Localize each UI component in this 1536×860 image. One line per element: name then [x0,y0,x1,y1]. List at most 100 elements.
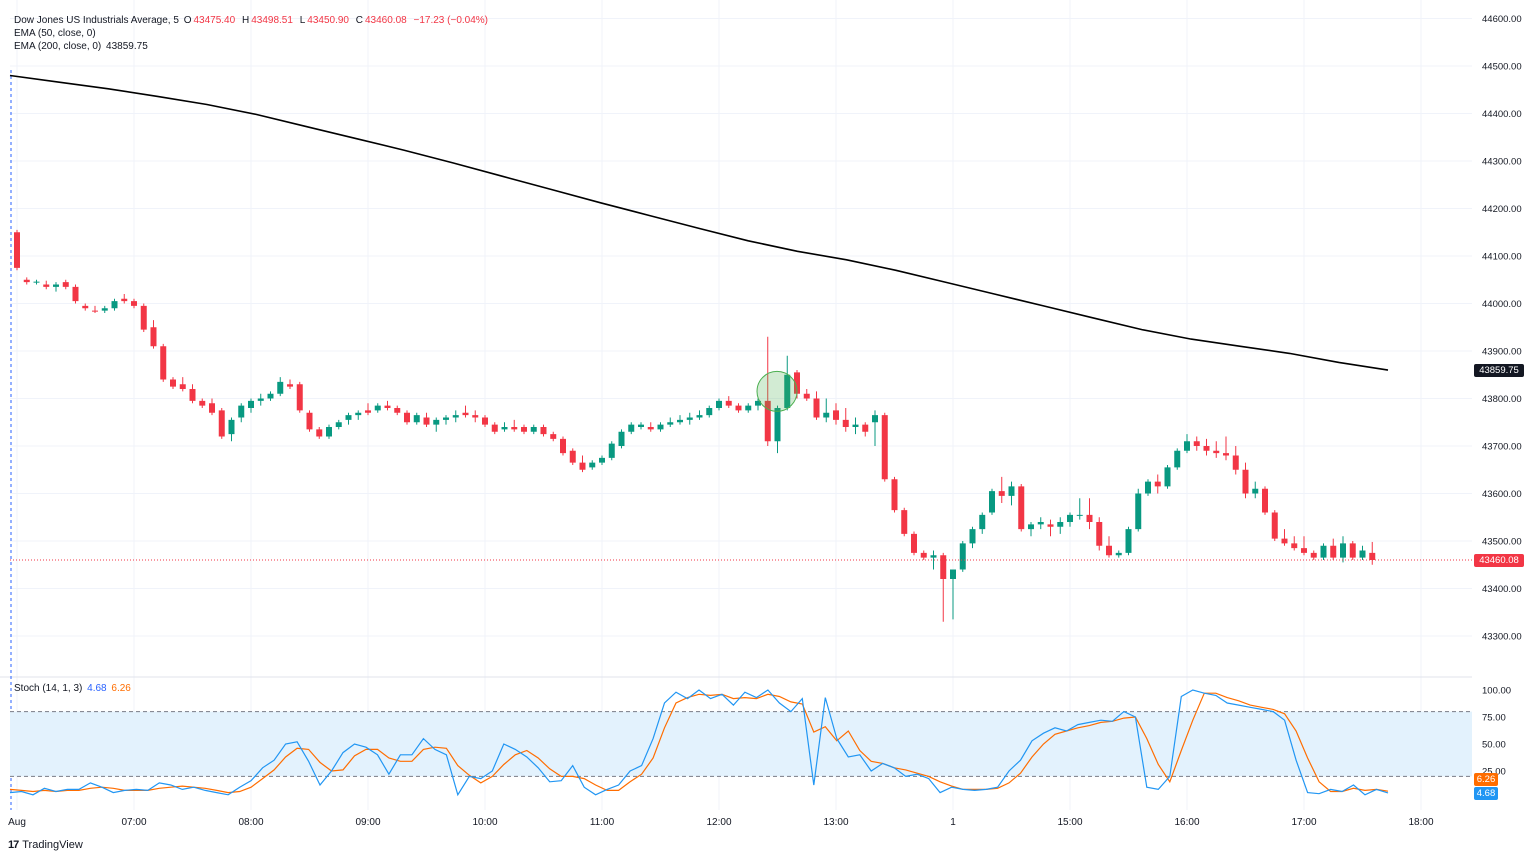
candle-body [228,419,235,435]
time-tick-label: Aug [8,817,26,828]
candle-body [755,400,761,406]
candle-body [657,424,664,430]
candle-body [589,462,596,468]
ohlc-close: C 43460.08 [355,15,407,26]
price-tick-label: 44300.00 [1482,157,1522,168]
candle-body [472,415,479,418]
candle-body [170,379,176,387]
stoch-k-line [9,689,1389,797]
time-tick-label: 18:00 [1408,817,1433,828]
price-tick-label: 43800.00 [1482,394,1522,405]
candle-body [1057,522,1064,527]
ema200-series [9,74,1389,371]
candle-body [101,308,108,311]
time-tick-label: 08:00 [238,817,263,828]
candle-body [1145,481,1151,494]
candle-body [1106,545,1112,556]
candle-body [1174,450,1181,468]
candle-body [940,555,947,579]
candle-body [384,405,391,408]
candle-body [1232,455,1239,470]
candle-body [1369,552,1376,560]
candle-body [998,491,1005,496]
candle-body [774,408,781,442]
stoch-band [10,711,1472,777]
candle-body [413,415,420,423]
candle-body [433,419,440,425]
candle-body [569,450,576,463]
candle-body [930,555,937,558]
time-tick-label: 12:00 [706,817,731,828]
candle-body [1096,522,1103,546]
candle-body [501,427,508,430]
candle-body [462,412,469,416]
candle-body [989,491,995,513]
time-tick-label: 07:00 [121,817,146,828]
candle-body [189,389,196,401]
candle-body [1028,524,1034,530]
candle-body [540,427,547,435]
candle-body [647,427,654,430]
candle-body [345,415,352,420]
candle-body [423,417,430,425]
candles [14,229,1376,622]
candle-body [794,372,800,394]
time-tick-label: 09:00 [355,817,380,828]
grid-lines [0,0,1472,810]
stoch-axis: 100.00 75.00 50.00 25.00 [1482,686,1511,778]
candle-body [667,422,674,425]
candle-body [608,443,615,458]
stoch-tick-label: 75.00 [1482,713,1506,724]
candle-body [1310,552,1317,558]
candle-body [1018,486,1025,530]
candle-body [735,405,742,411]
candle-body [842,419,849,427]
candle-body [696,415,703,418]
candle-body [764,400,771,442]
candle-body [901,510,908,534]
brand-name: TradingView [22,839,83,851]
candle-body [511,427,518,430]
candle-body [521,427,527,432]
candle-body [1067,514,1073,522]
stoch-tick-label: 100.00 [1482,686,1511,697]
candle-body [920,552,927,558]
candle-body [355,412,362,416]
candle-body [140,305,147,330]
time-tick-label: 15:00 [1057,817,1082,828]
candle-body [862,424,869,432]
candle-body [335,422,342,427]
candle-body [111,301,118,309]
candle-body [1154,481,1161,487]
candle-body [296,384,303,411]
candle-body [1037,522,1044,525]
candle-body [1076,514,1083,516]
ema200-legend: EMA (200, close, 0) 43859.75 [14,41,148,52]
candle-body [238,405,245,418]
candle-body [618,431,625,446]
price-tick-label: 44400.00 [1482,109,1522,120]
candle-body [550,434,557,439]
candle-body [872,415,878,423]
candle-body [803,393,810,399]
ema200-line [9,74,1389,371]
highlight-circle [756,370,798,412]
candle-body [1184,441,1190,451]
price-tick-label: 43400.00 [1482,584,1522,595]
ema50-legend: EMA (50, close, 0) [14,28,96,39]
candle-body [833,410,839,420]
stoch-d-tag: 6.26 [1474,773,1498,786]
candle-body [267,393,274,399]
candle-body [482,417,488,425]
candle-body [891,479,898,511]
time-tick-label: 16:00 [1174,817,1199,828]
price-tick-label: 44600.00 [1482,14,1522,25]
candle-body [1115,552,1122,556]
candle-body [706,408,713,416]
candle-body [209,403,215,413]
tradingview-brand[interactable]: 17 TradingView [8,839,83,851]
tradingview-logo-icon: 17 [8,839,19,851]
stoch-k-tag: 4.68 [1474,787,1498,800]
candle-body [1291,543,1298,549]
